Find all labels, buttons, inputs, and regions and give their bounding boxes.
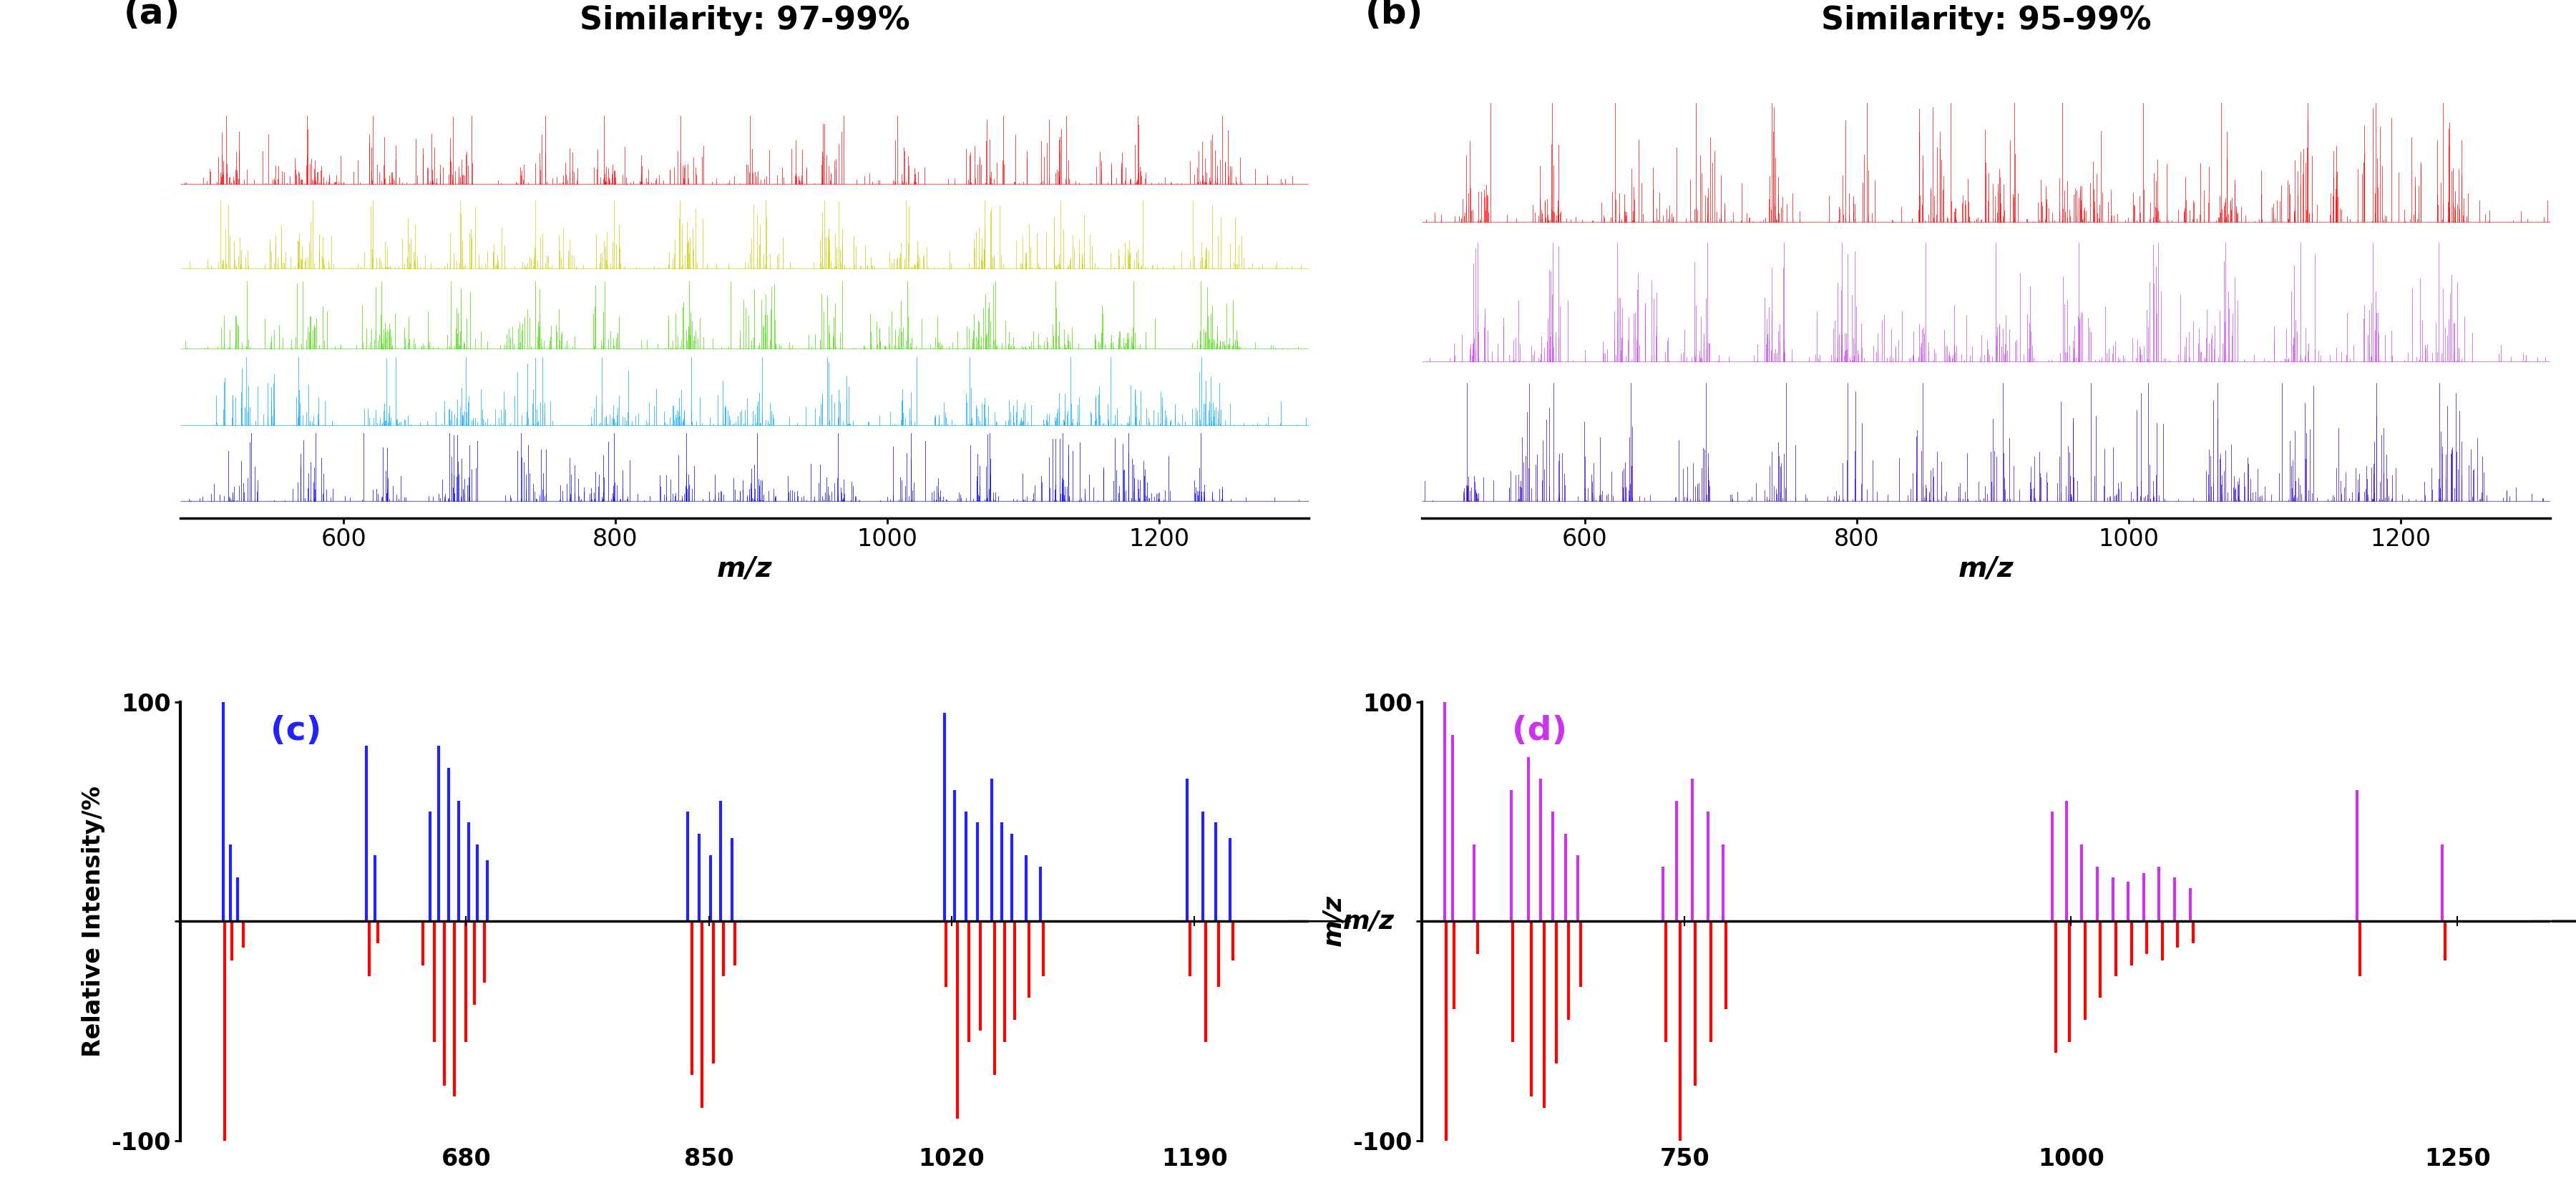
Text: (b): (b) bbox=[1365, 0, 1425, 31]
Y-axis label: Relative Intensity/%: Relative Intensity/% bbox=[82, 785, 106, 1057]
Title: Similarity: 95-99%: Similarity: 95-99% bbox=[1821, 5, 2151, 36]
Y-axis label: $\bfit{m/z}$: $\bfit{m/z}$ bbox=[1321, 895, 1347, 948]
Text: (c): (c) bbox=[270, 715, 322, 747]
Text: (d): (d) bbox=[1512, 715, 1566, 747]
X-axis label: $\bfit{m/z}$: $\bfit{m/z}$ bbox=[1958, 555, 2014, 582]
Title: Similarity: 97-99%: Similarity: 97-99% bbox=[580, 5, 909, 36]
Text: $\bfit{m/z}$: $\bfit{m/z}$ bbox=[1342, 909, 1396, 934]
X-axis label: $\bfit{m/z}$: $\bfit{m/z}$ bbox=[716, 555, 773, 582]
Text: (a): (a) bbox=[124, 0, 180, 31]
